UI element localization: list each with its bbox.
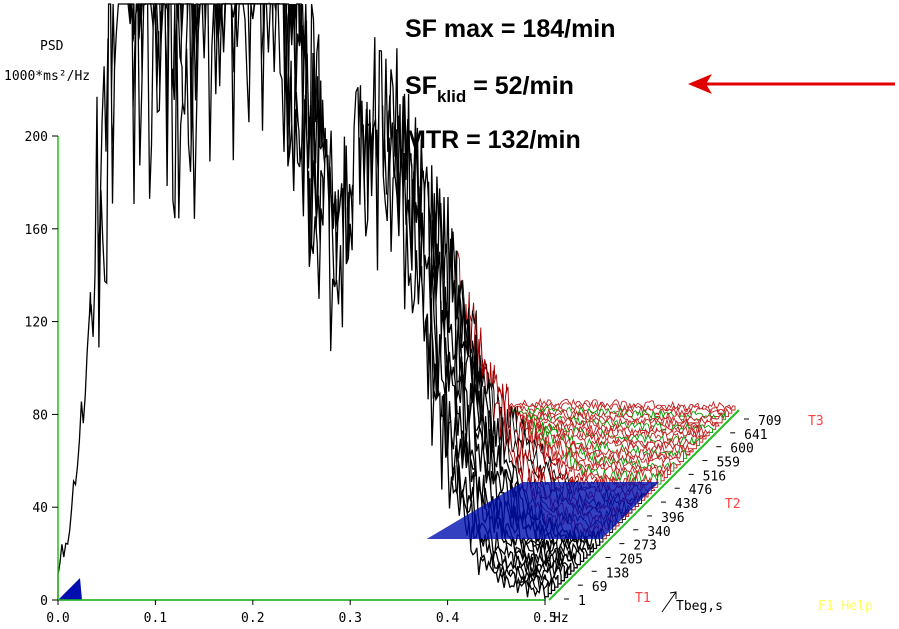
blue-floor	[426, 482, 659, 539]
depth-tick-label: 559	[716, 456, 739, 471]
depth-axis	[548, 409, 740, 601]
x-tick-label: 0.4	[436, 611, 460, 626]
marker-label: T1	[635, 591, 651, 606]
y-axis-label: PSD	[40, 39, 64, 54]
depth-tick-label: 600	[730, 442, 753, 457]
blue-corner	[58, 578, 82, 600]
x-axis-unit: Hz	[553, 611, 569, 626]
marker-label: T3	[808, 414, 824, 429]
x-tick-label: 0.5	[533, 611, 556, 626]
depth-tick-label: 396	[661, 511, 684, 526]
y-tick-label: 200	[25, 130, 48, 145]
depth-tick-label: 69	[592, 580, 608, 595]
surface	[57, 1, 736, 601]
depth-tick-label: 476	[689, 483, 712, 498]
annotation-part: = 52/min	[466, 72, 574, 100]
y-tick-label: 40	[32, 501, 48, 516]
depth-tick-label: 516	[703, 469, 726, 484]
y-tick-label: 0	[40, 594, 48, 609]
annotation: SFklid = 52/min	[405, 72, 574, 106]
annotation-subscript: klid	[437, 87, 466, 106]
depth-arrow	[661, 591, 677, 613]
depth-tick-label: 709	[758, 414, 781, 429]
x-tick-label: 0.3	[338, 611, 361, 626]
x-tick-label: 0.1	[144, 611, 167, 626]
depth-tick-label: 273	[633, 539, 656, 554]
help-text: F1 Help	[818, 599, 873, 614]
x-tick-label: 0.2	[241, 611, 264, 626]
depth-tick-label: 438	[675, 497, 698, 512]
depth-tick-label: 205	[620, 552, 643, 567]
arrow-head	[688, 74, 712, 94]
axes: 0 40 80 120 160 200 0.0 0.1 0.2 0.3 0.4 0.5Hz 1 69138…	[25, 130, 824, 626]
y-tick-label: 80	[32, 408, 48, 423]
y-tick-label: 120	[25, 316, 48, 331]
depth-tick-label: 1	[578, 594, 586, 609]
annotation: MTR = 132/min	[405, 126, 581, 154]
depth-axis-label: Tbeg,s	[676, 599, 723, 614]
marker-label: T2	[725, 497, 741, 512]
depth-tick-label: 641	[744, 428, 767, 443]
annotation: SF max = 184/min	[405, 15, 616, 43]
y-axis-unit: 1000*ms²/Hz	[4, 69, 90, 84]
y-tick-label: 160	[25, 223, 48, 238]
x-tick-label: 0.0	[46, 611, 69, 626]
arrow	[688, 74, 895, 94]
depth-tick-label: 340	[647, 525, 670, 540]
annotation-part: SF	[405, 72, 437, 100]
depth-tick-label: 138	[606, 566, 629, 581]
